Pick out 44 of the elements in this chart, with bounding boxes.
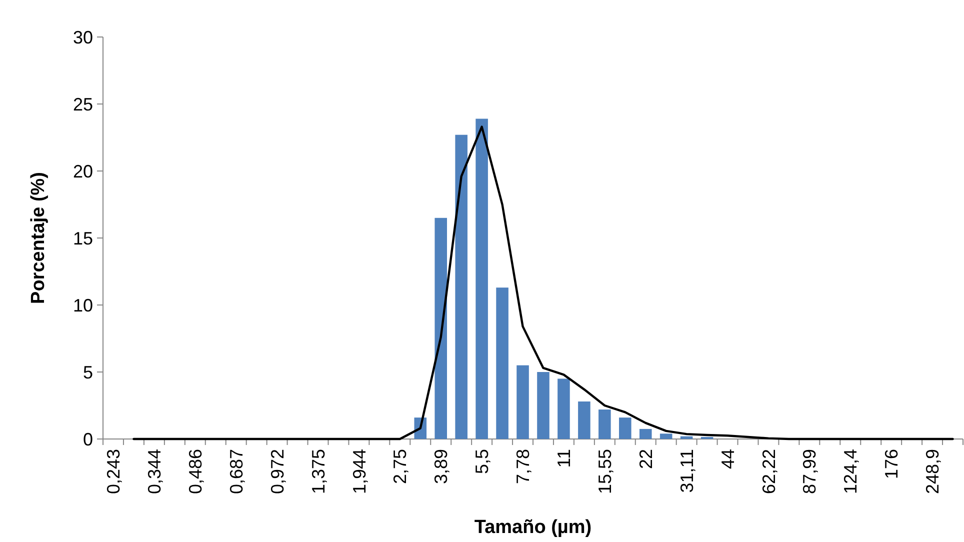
y-tick-label: 5 (82, 362, 93, 382)
y-tick-label: 0 (82, 429, 93, 450)
bar (496, 288, 508, 439)
x-tick-label: 0,243 (104, 449, 124, 494)
bar (598, 410, 611, 439)
x-tick-label: 11 (554, 449, 574, 468)
bar (537, 372, 550, 439)
bar (680, 436, 693, 439)
x-tick-label: 15,55 (594, 449, 615, 494)
bar (639, 428, 652, 439)
x-tick-label: 87,99 (800, 449, 820, 494)
x-tick-label: 1,375 (308, 449, 328, 494)
x-tick-label: 0,687 (226, 449, 246, 494)
bar (516, 365, 529, 439)
x-tick-label: 0,972 (267, 449, 288, 494)
x-tick-label: 0,486 (185, 449, 206, 494)
x-axis-title: Tamaño (µm) (474, 517, 592, 538)
bar (558, 378, 570, 439)
y-tick-label: 20 (72, 161, 93, 182)
x-tick-label: 248,9 (922, 449, 943, 494)
bar (455, 134, 468, 439)
bar (619, 418, 632, 439)
x-tick-label: 3,89 (431, 449, 452, 484)
x-tick-label: 44 (718, 449, 738, 470)
bar (434, 218, 447, 439)
line-series (132, 126, 954, 440)
y-axis-title: Porcentaje (%) (28, 172, 49, 304)
y-tick-label: 15 (72, 228, 93, 248)
y-tick-label: 25 (72, 94, 93, 114)
y-tick-label: 30 (72, 27, 93, 48)
bar (476, 118, 488, 439)
x-tick-label: 176 (882, 449, 902, 480)
y-tick-label: 10 (72, 295, 93, 316)
x-tick-label: 1,944 (349, 449, 370, 494)
x-tick-label: 5,5 (472, 449, 492, 474)
x-tick-label: 31,11 (676, 449, 697, 493)
x-tick-label: 2,75 (390, 449, 410, 484)
x-tick-label: 7,78 (513, 449, 534, 484)
bar (578, 401, 590, 439)
x-tick-label: 22 (636, 449, 656, 470)
x-tick-label: 124,4 (840, 449, 861, 494)
x-tick-label: 0,344 (144, 449, 164, 494)
x-tick-label: 62,22 (758, 449, 779, 494)
bar (660, 434, 672, 439)
